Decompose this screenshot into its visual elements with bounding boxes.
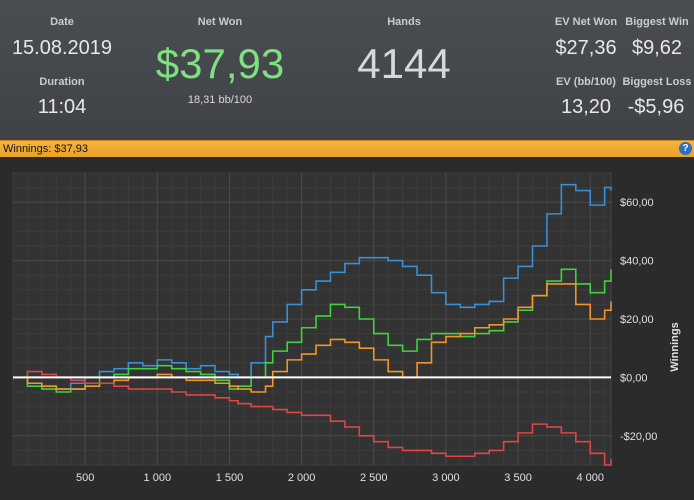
y-tick-label: $20,00 (620, 314, 654, 326)
x-tick-label: 2 000 (288, 472, 316, 484)
net-won-value: $37,93 (155, 40, 285, 87)
biggest-loss-value: -$5,96 (627, 96, 685, 118)
x-tick-label: 1 000 (144, 472, 172, 484)
winnings-bar-label: Winnings: $37,93 (3, 143, 88, 155)
y-tick-label: -$20,00 (620, 431, 657, 443)
duration-label: Duration (39, 76, 85, 88)
biggest-win-label: Biggest Win (625, 16, 689, 28)
ev-net-won-value: $27,36 (555, 37, 617, 59)
winnings-chart-svg: 500 1 000 1 500 2 000 2 500 3 000 3 500 4 000 -… (12, 172, 681, 484)
biggest-loss-label: Biggest Loss (622, 76, 692, 88)
bb-rate: 18,31 bb/100 (187, 94, 253, 106)
y-tick-label: $60,00 (620, 197, 654, 209)
net-won-label: Net Won (197, 16, 243, 28)
winnings-chart: 500 1 000 1 500 2 000 2 500 3 000 3 500 4 000 -… (0, 157, 694, 495)
grid (12, 172, 611, 466)
date-label: Date (50, 16, 74, 28)
y-tick-labels: -$20,00 $0,00 $20,00 $40,00 $60,00 (620, 197, 657, 443)
winnings-bar: Winnings: $37,93 ? (0, 140, 694, 157)
series-lines (13, 183, 612, 466)
y-tick-label: $40,00 (620, 256, 654, 268)
x-tick-label: 500 (76, 472, 94, 484)
y-axis-label: Winnings (669, 322, 681, 371)
ev-bb-value: 13,20 (560, 96, 612, 118)
y-tick-label: $0,00 (620, 372, 648, 384)
hands-label: Hands (387, 16, 421, 28)
x-tick-label: 1 500 (216, 472, 244, 484)
x-tick-label: 4 000 (576, 472, 604, 484)
series-line-blue (13, 183, 612, 390)
x-tick-labels: 500 1 000 1 500 2 000 2 500 3 000 3 500 4 000 (76, 472, 604, 484)
ev-bb-label: EV (bb/100) (556, 76, 616, 88)
ev-net-won-label: EV Net Won (554, 16, 618, 28)
x-tick-label: 3 500 (504, 472, 532, 484)
duration-value: 11:04 (37, 96, 87, 118)
x-tick-label: 3 000 (432, 472, 460, 484)
x-tick-label: 2 500 (360, 472, 388, 484)
help-icon[interactable]: ? (679, 142, 692, 155)
biggest-win-value: $9,62 (631, 37, 683, 59)
series-line-red (13, 370, 612, 466)
date-value: 15.08.2019 (11, 37, 113, 59)
stats-header: Date 15.08.2019 Duration 11:04 Net Won $… (0, 0, 694, 140)
hands-value: 4144 (357, 40, 451, 87)
series-line-orange (13, 283, 612, 393)
